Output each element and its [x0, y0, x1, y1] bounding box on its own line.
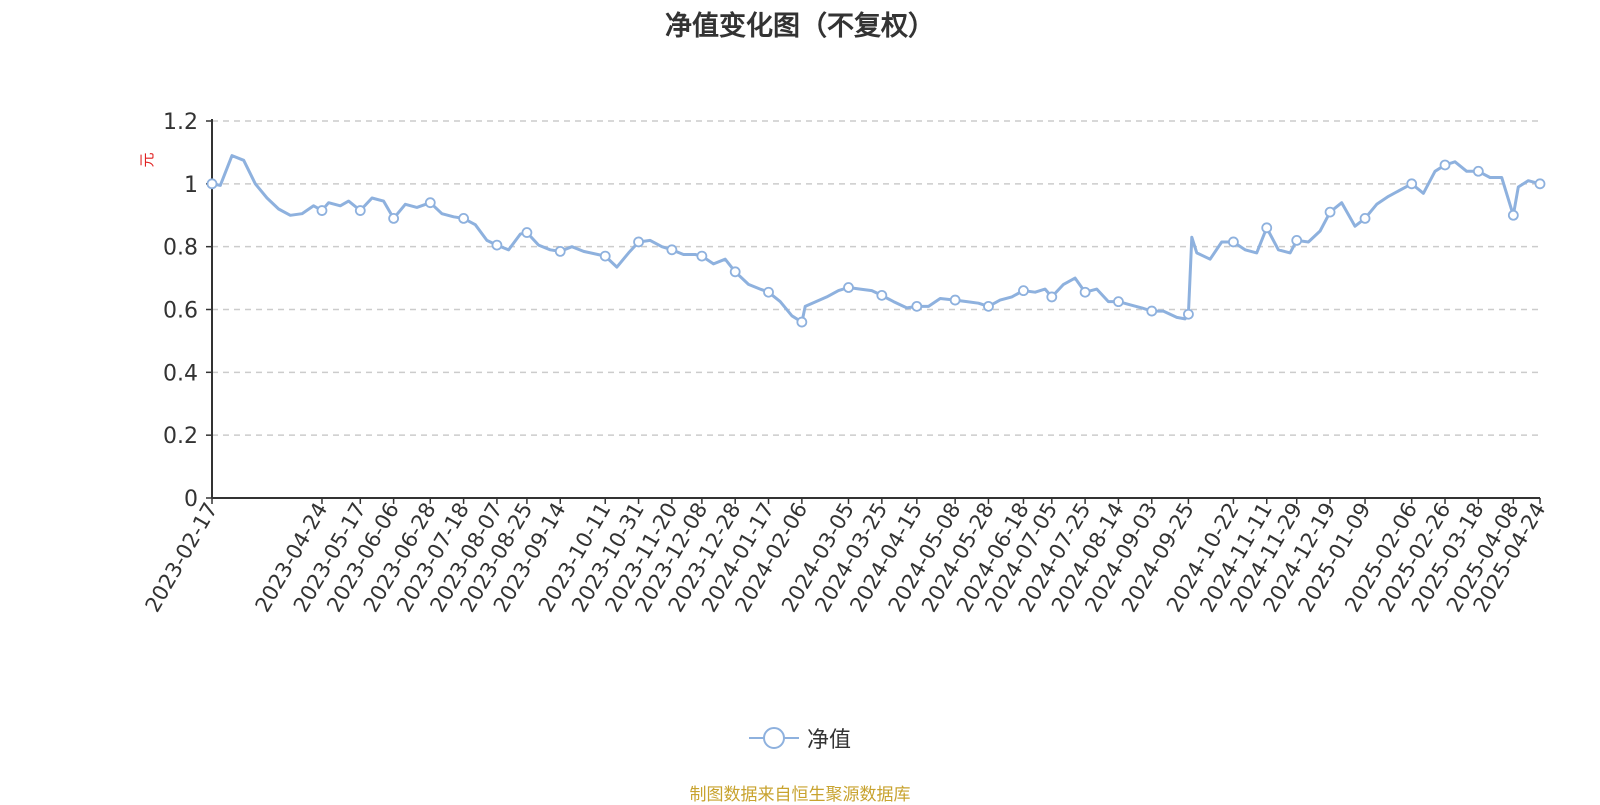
- data-point-marker[interactable]: [729, 266, 741, 278]
- data-point-marker[interactable]: [666, 244, 678, 256]
- data-point-marker[interactable]: [983, 300, 994, 312]
- data-point-marker[interactable]: [796, 316, 808, 328]
- data-point-marker[interactable]: [206, 178, 218, 190]
- data-point-marker[interactable]: [1146, 305, 1158, 317]
- data-point-marker[interactable]: [521, 227, 533, 238]
- data-point-marker[interactable]: [763, 286, 774, 298]
- data-point-marker[interactable]: [1113, 296, 1124, 308]
- data-point-marker[interactable]: [1261, 222, 1273, 234]
- legend-marker-icon: [748, 727, 799, 749]
- data-point-marker[interactable]: [1507, 209, 1519, 221]
- data-point-marker[interactable]: [1046, 291, 1058, 303]
- data-point-marker[interactable]: [1324, 206, 1336, 218]
- y-tick-label: 1.2: [163, 110, 198, 135]
- data-point-marker[interactable]: [424, 197, 436, 209]
- series-layer: [206, 154, 1546, 328]
- chart-title: 净值变化图（不复权）: [665, 11, 935, 42]
- data-point-marker[interactable]: [843, 282, 854, 293]
- data-point-marker[interactable]: [458, 212, 470, 224]
- y-tick-label: 1: [184, 173, 198, 198]
- data-point-marker[interactable]: [316, 205, 328, 216]
- y-tick-label: 0: [184, 487, 198, 512]
- data-point-marker[interactable]: [1079, 286, 1091, 298]
- y-tick-label: 0.4: [163, 361, 198, 386]
- data-point-marker[interactable]: [1439, 159, 1451, 171]
- data-point-marker[interactable]: [1359, 212, 1371, 224]
- y-tick-label: 0.2: [163, 424, 198, 449]
- data-point-marker[interactable]: [911, 300, 923, 312]
- data-point-marker[interactable]: [554, 245, 566, 257]
- data-point-marker[interactable]: [491, 239, 503, 251]
- data-point-marker[interactable]: [1018, 285, 1029, 297]
- data-point-marker[interactable]: [354, 205, 366, 216]
- y-axis-unit-label: 元: [138, 152, 156, 167]
- data-point-marker[interactable]: [876, 289, 888, 301]
- data-point-marker[interactable]: [1183, 308, 1194, 320]
- data-point-marker[interactable]: [1291, 234, 1303, 246]
- data-point-marker[interactable]: [1472, 165, 1484, 177]
- y-tick-label: 0.6: [163, 299, 198, 324]
- data-point-marker[interactable]: [633, 236, 644, 248]
- series-line: [211, 154, 1541, 324]
- data-point-marker[interactable]: [696, 250, 708, 262]
- y-tick-label: 0.8: [163, 236, 198, 261]
- data-point-marker[interactable]: [1534, 178, 1546, 190]
- data-point-marker[interactable]: [1228, 236, 1239, 248]
- source-note: 制图数据来自恒生聚源数据库: [689, 785, 911, 805]
- x-tick-label: 2023-02-17: [141, 499, 223, 617]
- data-point-marker[interactable]: [1406, 178, 1418, 190]
- data-point-marker[interactable]: [949, 294, 961, 306]
- legend-label: 净值: [806, 728, 851, 753]
- data-point-marker[interactable]: [388, 212, 400, 224]
- grid-lines: [212, 120, 1540, 436]
- legend[interactable]: 净值: [0, 722, 1600, 754]
- data-point-marker[interactable]: [599, 250, 611, 262]
